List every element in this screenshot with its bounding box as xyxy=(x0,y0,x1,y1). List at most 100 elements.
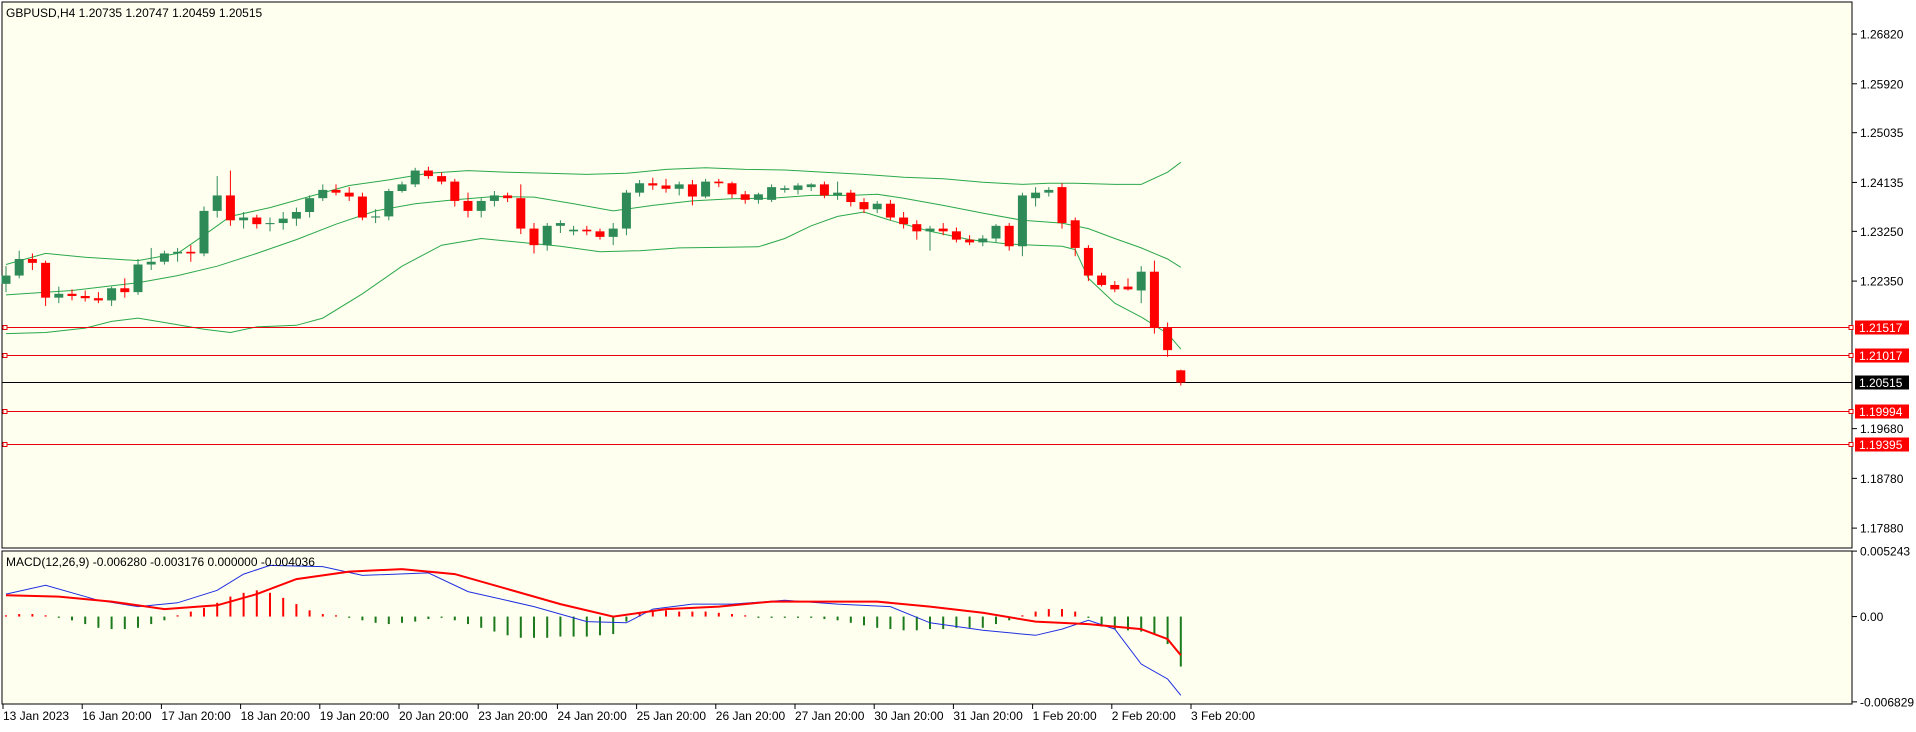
level-price-tag xyxy=(1855,348,1909,363)
candle-body xyxy=(767,187,777,200)
price-tick-label: 1.17880 xyxy=(1860,522,1904,536)
candle-body xyxy=(1017,195,1027,247)
bollinger-lower-line xyxy=(5,211,1182,350)
time-tick-label: 16 Jan 20:00 xyxy=(82,709,152,723)
candle xyxy=(951,227,961,243)
candle-body xyxy=(753,194,763,200)
bollinger-upper-line xyxy=(5,161,1182,265)
time-tick-label: 26 Jan 20:00 xyxy=(716,709,786,723)
candle-body xyxy=(885,203,895,218)
candle xyxy=(608,223,618,246)
candle-body xyxy=(1044,189,1054,193)
horizontal-levels[interactable]: 1.21517 1.21017 1.19994 1.19395 1.20515 xyxy=(2,320,1909,453)
candle-body xyxy=(701,181,711,197)
candle-body xyxy=(965,239,975,243)
candle-body xyxy=(107,288,117,301)
candle xyxy=(780,185,790,193)
candle xyxy=(159,250,169,265)
candle xyxy=(1136,266,1146,304)
candle xyxy=(621,189,631,236)
candle-body xyxy=(397,184,407,191)
candle-body xyxy=(318,189,328,199)
level-price-label: 1.19994 xyxy=(1859,405,1903,419)
price-tick-label: 1.26820 xyxy=(1860,28,1904,42)
time-tick-label: 31 Jan 20:00 xyxy=(953,709,1023,723)
macd-panel[interactable] xyxy=(1,550,1853,705)
macd-tick-label: 0.005243 xyxy=(1860,545,1910,559)
candle xyxy=(384,188,394,221)
candle xyxy=(978,235,988,247)
candle-body xyxy=(1083,247,1093,276)
macd-main-line xyxy=(5,568,1182,656)
candle-body xyxy=(1057,187,1067,224)
level-handle-right xyxy=(1848,442,1854,447)
candle-body xyxy=(423,170,433,177)
candle xyxy=(344,187,354,201)
price-panel[interactable] xyxy=(1,1,1853,549)
candle xyxy=(872,200,882,214)
candle-body xyxy=(1031,192,1041,199)
candle xyxy=(701,178,711,199)
candle-body xyxy=(806,184,816,188)
macd-signal-line xyxy=(5,564,1182,696)
candle xyxy=(555,220,565,233)
candle xyxy=(1110,281,1120,293)
candle xyxy=(899,212,909,229)
candle xyxy=(767,184,777,203)
price-axis[interactable]: 1.26820 1.25920 1.25035 1.24135 1.23250 1.223… xyxy=(1852,28,1904,536)
time-tick-label: 20 Jan 20:00 xyxy=(399,709,469,723)
candle xyxy=(437,172,447,185)
candle-body xyxy=(173,251,183,254)
candle-body xyxy=(1110,284,1120,290)
current-price-label: 1.20515 xyxy=(1859,376,1903,390)
time-tick-label: 25 Jan 20:00 xyxy=(637,709,707,723)
candle xyxy=(14,250,24,279)
time-tick-label: 17 Jan 20:00 xyxy=(161,709,231,723)
candle-body xyxy=(291,212,301,219)
time-tick-label: 18 Jan 20:00 xyxy=(241,709,311,723)
candle-body xyxy=(951,231,961,240)
candle xyxy=(120,278,130,298)
price-tick-label: 1.18780 xyxy=(1860,472,1904,486)
time-axis[interactable]: 13 Jan 2023 16 Jan 20:00 17 Jan 20:00 18 Ja… xyxy=(2,704,1255,723)
macd-axis[interactable]: 0.005243 0.00 -0.006829 xyxy=(1852,545,1914,710)
candle xyxy=(410,167,420,188)
level-handle-right xyxy=(1848,353,1854,358)
candle-body xyxy=(555,223,565,226)
candle xyxy=(1123,278,1133,291)
candle xyxy=(1176,369,1186,386)
candle xyxy=(793,183,803,195)
candle-body xyxy=(819,184,829,196)
candle xyxy=(1017,192,1027,257)
candle-body xyxy=(225,195,235,221)
candle-body xyxy=(1070,220,1080,248)
candle xyxy=(318,184,328,201)
candle-body xyxy=(265,223,275,225)
price-tick-label: 1.22350 xyxy=(1860,275,1904,289)
candle xyxy=(912,220,922,240)
level-handle-right xyxy=(1848,325,1854,330)
candle-body xyxy=(1,275,11,284)
candle xyxy=(648,177,658,190)
candle-body xyxy=(608,228,618,237)
candle xyxy=(529,223,539,254)
candle-body xyxy=(621,192,631,229)
candle xyxy=(965,235,975,246)
price-chart-header: GBPUSD,H4 1.20735 1.20747 1.20459 1.2051… xyxy=(6,6,263,20)
candle-body xyxy=(54,293,64,298)
candle-body xyxy=(780,188,790,190)
time-tick-label: 19 Jan 20:00 xyxy=(320,709,390,723)
candle-body xyxy=(674,184,684,189)
candle-body xyxy=(199,210,209,254)
time-tick-label: 24 Jan 20:00 xyxy=(557,709,627,723)
candlesticks xyxy=(1,166,1186,386)
candle xyxy=(991,224,1001,243)
candle xyxy=(846,189,856,207)
candle xyxy=(186,245,196,262)
candle-body xyxy=(687,184,697,197)
candle xyxy=(252,214,262,229)
level-handle-left xyxy=(2,325,8,330)
candle xyxy=(357,192,367,221)
